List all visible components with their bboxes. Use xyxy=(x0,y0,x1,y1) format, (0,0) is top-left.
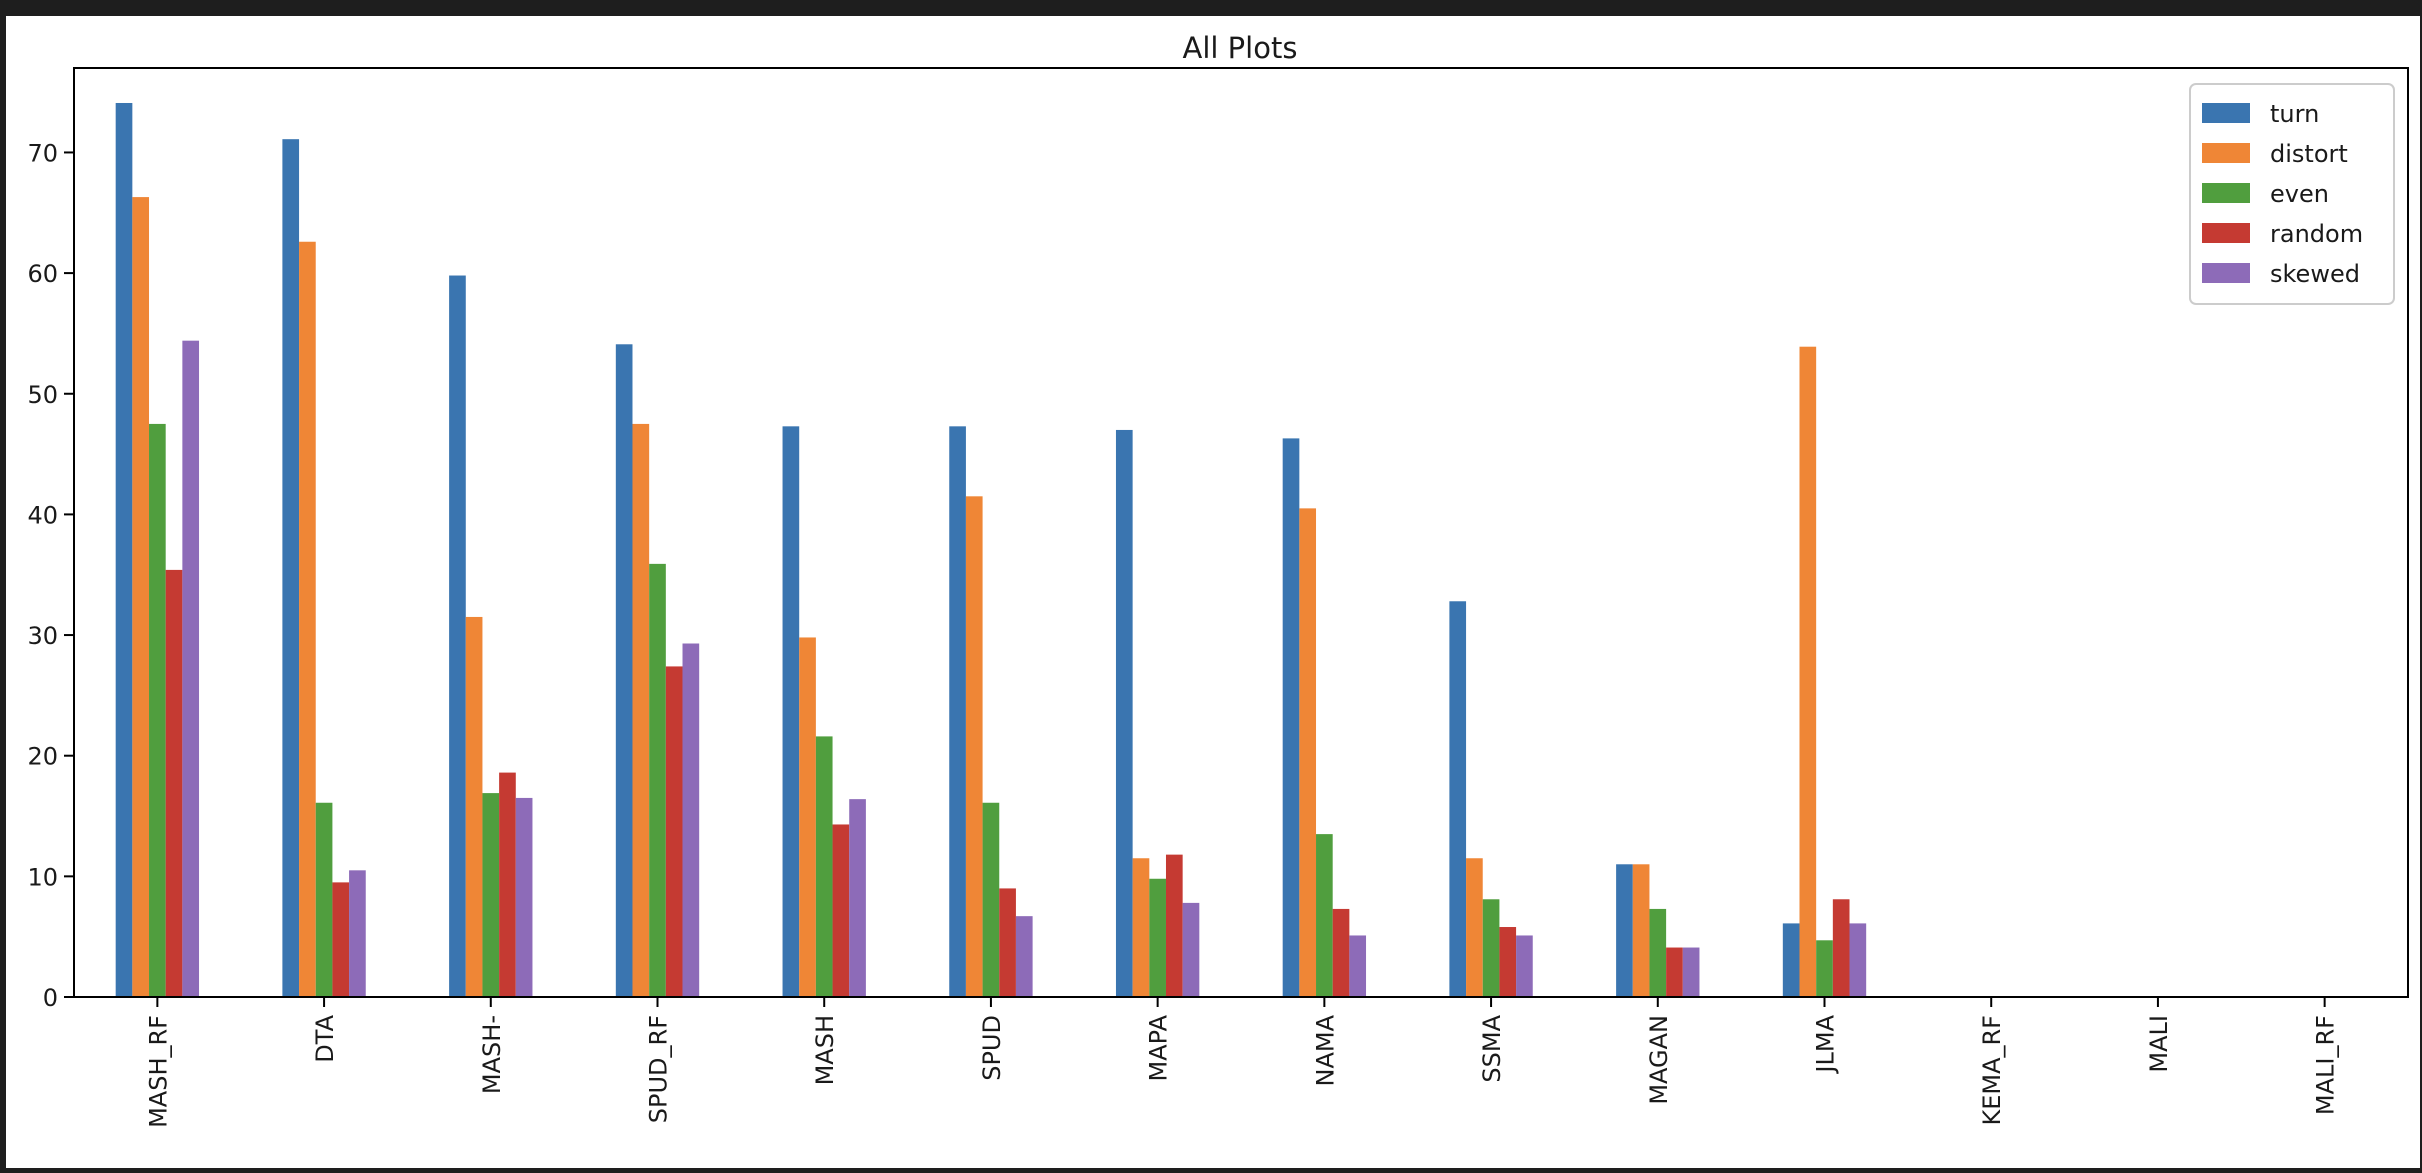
bar-even-dta xyxy=(315,802,333,997)
bar-skewed-mash xyxy=(515,797,533,997)
bar-skewed-mash-rf xyxy=(182,340,200,997)
bars-group xyxy=(115,102,1867,998)
bar-even-nama xyxy=(1316,834,1333,997)
x-tick-label-mali-rf: MALI_RF xyxy=(2312,1015,2340,1115)
bar-even-spud-rf xyxy=(649,563,666,997)
bar-skewed-mapa xyxy=(1182,902,1200,997)
bar-turn-jlma xyxy=(1782,923,1800,997)
bar-turn-mash-rf xyxy=(115,102,133,998)
bar-turn-ssma xyxy=(1449,601,1467,997)
bar-distort-dta xyxy=(299,241,316,998)
bar-random-magan xyxy=(1666,947,1683,997)
bar-turn-nama xyxy=(1282,438,1300,997)
legend-label-skewed: skewed xyxy=(2270,260,2360,288)
x-axis: MASH_RF DTA MASH- SPUD_RF MASH SPUD MAPA NAMA SS… xyxy=(144,997,2340,1128)
bar-turn-spud-rf xyxy=(615,344,633,997)
y-tick-label: 10 xyxy=(27,863,58,891)
bar-random-jlma xyxy=(1832,899,1850,997)
y-axis: 0 10 20 30 40 50 60 70 xyxy=(27,139,74,1012)
chart-title: All Plots xyxy=(1183,31,1298,65)
bar-even-mash xyxy=(815,736,833,997)
legend-box xyxy=(2189,83,2395,305)
legend-swatch-skewed xyxy=(2202,263,2250,283)
bar-distort-ssma xyxy=(1466,858,1483,997)
legend-swatch-distort xyxy=(2202,143,2250,163)
x-tick-label-ssma: SSMA xyxy=(1478,1014,1506,1082)
axes-frame xyxy=(73,67,2409,998)
x-tick-label-spud: SPUD xyxy=(978,1015,1006,1081)
bar-random-mash-rf xyxy=(165,569,183,997)
x-tick-label-dta: DTA xyxy=(311,1014,339,1062)
y-tick-label: 30 xyxy=(27,622,58,650)
x-tick-label-mash: MASH xyxy=(811,1015,839,1085)
bar-even-ssma xyxy=(1482,899,1500,997)
bar-skewed-magan xyxy=(1682,947,1700,997)
bar-turn-dta xyxy=(282,139,300,997)
bar-distort-magan xyxy=(1632,864,1650,997)
bar-skewed-mash xyxy=(849,799,866,997)
bar-turn-magan xyxy=(1616,864,1633,997)
x-tick-label-mash-rf: MASH_RF xyxy=(144,1015,172,1128)
legend-swatch-even xyxy=(2202,183,2250,203)
bar-even-jlma xyxy=(1816,940,1833,997)
bar-turn-spud xyxy=(949,426,966,998)
bar-distort-mash-rf xyxy=(132,197,150,998)
bar-random-mash xyxy=(499,772,516,997)
bar-distort-spud xyxy=(965,496,983,997)
bar-distort-nama xyxy=(1299,508,1317,997)
y-tick-label: 50 xyxy=(27,381,58,409)
legend-label-turn: turn xyxy=(2270,100,2319,128)
bar-random-mapa xyxy=(1165,854,1183,997)
x-tick-label-spud-rf: SPUD_RF xyxy=(645,1015,673,1123)
bar-turn-mash xyxy=(449,275,466,997)
legend-swatch-random xyxy=(2202,223,2250,243)
bar-random-ssma xyxy=(1499,927,1517,997)
bar-random-dta xyxy=(332,882,350,997)
x-tick-label-mapa: MAPA xyxy=(1145,1014,1173,1081)
y-tick-label: 20 xyxy=(27,743,58,771)
bar-skewed-nama xyxy=(1349,935,1367,997)
x-tick-label-kema-rf: KEMA_RF xyxy=(1978,1015,2006,1126)
y-tick-label: 70 xyxy=(27,139,58,167)
bar-skewed-spud-rf xyxy=(682,643,700,997)
bar-even-mash xyxy=(482,793,500,997)
y-tick-label: 60 xyxy=(27,260,58,288)
figure-canvas: All Plots 0 10 20 30 40 50 60 70 MASH_RF DTA MASH… xyxy=(6,16,2420,1168)
bar-distort-mash xyxy=(799,637,816,997)
bar-even-magan xyxy=(1649,908,1667,997)
legend-label-even: even xyxy=(2270,180,2329,208)
bar-random-spud-rf xyxy=(665,666,683,997)
bar-distort-spud-rf xyxy=(632,423,650,997)
bar-even-mash-rf xyxy=(149,423,166,997)
bar-distort-jlma xyxy=(1799,346,1817,997)
bar-distort-mash xyxy=(465,616,483,997)
bar-skewed-ssma xyxy=(1516,935,1533,997)
bar-distort-mapa xyxy=(1132,858,1150,997)
x-tick-label-jlma: JLMA xyxy=(1812,1014,1840,1074)
y-tick-label: 0 xyxy=(43,984,58,1012)
bar-random-nama xyxy=(1332,908,1350,997)
bar-skewed-jlma xyxy=(1849,923,1867,997)
bar-turn-mapa xyxy=(1115,429,1133,997)
legend-label-distort: distort xyxy=(2270,140,2348,168)
y-tick-label: 40 xyxy=(27,501,58,529)
legend-swatch-turn xyxy=(2202,103,2250,123)
bar-random-spud xyxy=(999,888,1016,997)
bar-turn-mash xyxy=(782,426,800,998)
x-tick-label-mash: MASH- xyxy=(478,1015,506,1094)
bar-skewed-dta xyxy=(349,870,366,997)
legend-label-random: random xyxy=(2270,220,2363,248)
bar-random-mash xyxy=(832,824,850,997)
bar-even-spud xyxy=(982,802,1000,997)
legend: turn distort even random skewed xyxy=(2189,83,2395,305)
x-tick-label-mali: MALI xyxy=(2145,1015,2173,1073)
bar-even-mapa xyxy=(1149,878,1166,997)
x-tick-label-nama: NAMA xyxy=(1311,1014,1339,1086)
x-tick-label-magan: MAGAN xyxy=(1645,1015,1673,1105)
bar-skewed-spud xyxy=(1015,916,1033,997)
